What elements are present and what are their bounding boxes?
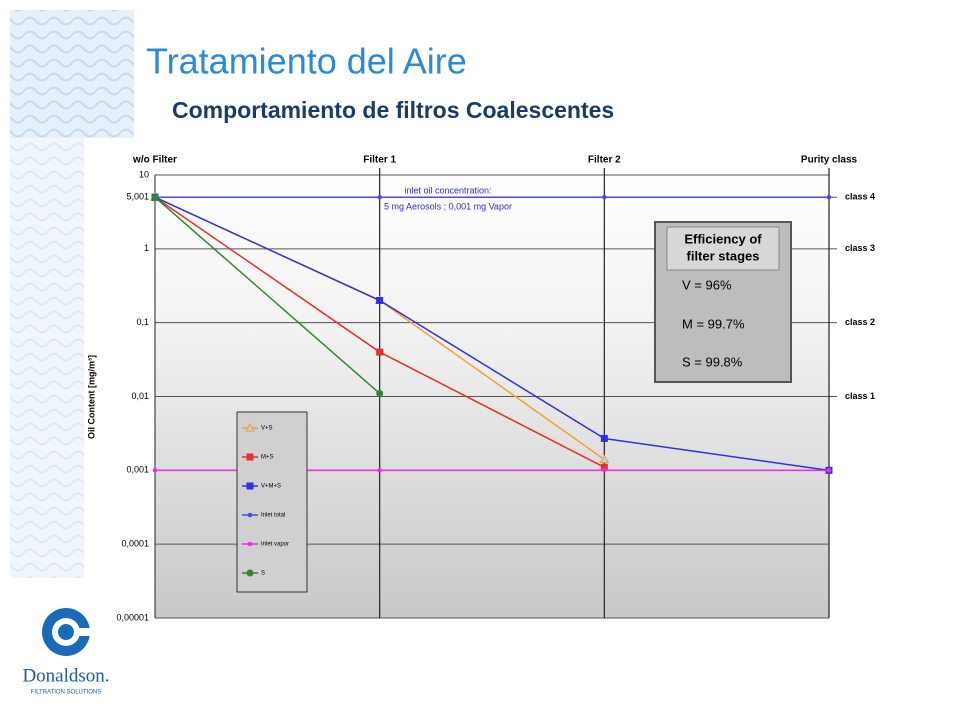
logo-name: Donaldson. [22,665,109,686]
class-label: class 1 [845,391,875,401]
marker [602,194,607,200]
class-label: class 4 [845,192,875,202]
x-tick-label: Purity class [801,155,858,166]
box-line: M = 99.7% [682,316,745,331]
x-tick-label: Filter 2 [588,155,621,166]
annotation: inlet oil concentration: [404,185,491,195]
marker [826,194,832,200]
x-tick-label: Filter 1 [363,155,396,166]
marker [377,468,382,473]
class-label: class 3 [845,243,875,253]
subtitle: Comportamiento de filtros Coalescentes [172,97,614,123]
y-tick-label: 5,001 [126,192,149,202]
legend-marker [246,482,254,490]
marker [377,194,382,200]
y-tick-label: 0,1 [136,317,149,327]
marker [376,389,384,397]
chart-layer: 10 5,001 1 0,1 0,01 0,001 0,0001 0,00001 class 4… [116,155,875,623]
legend-marker [247,512,253,518]
legend-marker [246,569,254,577]
logo-icon [58,624,74,640]
legend-label: V+M+S [261,484,281,490]
legend-marker [247,541,253,547]
y-tick-label: 10 [139,169,149,179]
logo-tagline: FILTRATION SOLUTIONS [31,690,101,696]
x-tick-label: w/o Filter [132,155,177,166]
title: Tratamiento del Aire [146,41,467,82]
legend-label: S [261,571,265,577]
box-line: S = 99.8% [682,354,743,369]
marker [826,468,832,473]
marker [376,296,384,304]
series-line [154,196,381,395]
marker [602,468,607,473]
legend-label: M+S [261,455,274,461]
marker [599,454,610,464]
series-line [154,196,830,472]
marker [151,193,159,201]
decoration [10,10,134,138]
annotation: 5 mg Aerosols ; 0,001 mg Vapor [384,201,512,211]
efficiency-box: Efficiency of filter stages V = 96% M = … [654,221,792,383]
box-title: filter stages [687,248,760,263]
y-tick-label: 0,0001 [121,539,149,549]
y-tick-label: 0,001 [126,465,149,475]
marker [152,468,158,473]
logo: Donaldson. FILTRATION SOLUTIONS [22,608,110,696]
y-axis-label: Oil Content [mg/m³] [86,355,96,439]
legend-marker [245,422,255,432]
logo-icon [74,628,96,636]
legend-label: V+S [261,426,273,432]
legend-label: Inlet vapor [261,542,289,548]
marker [376,348,384,356]
box-header [666,226,780,271]
box-title: Efficiency of [684,231,762,246]
decoration [10,138,84,578]
class-label: class 2 [845,317,875,327]
legend-box [236,411,308,593]
marker [600,434,608,442]
y-tick-label: 1 [144,243,149,253]
legend-label: Inlet total [261,513,285,519]
y-tick-label: 0,01 [131,391,149,401]
box-line: V = 96% [682,277,732,292]
legend-marker [246,453,254,461]
y-tick-label: 0,00001 [116,612,149,622]
